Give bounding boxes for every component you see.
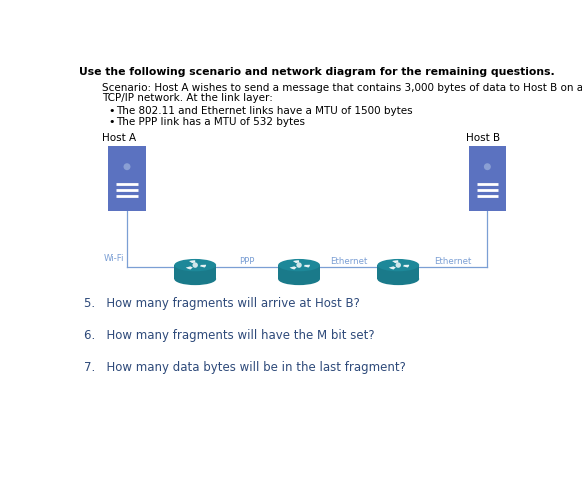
Ellipse shape [377,259,419,271]
Text: The 802.11 and Ethernet links have a MTU of 1500 bytes: The 802.11 and Ethernet links have a MTU… [116,106,413,116]
Ellipse shape [174,273,216,285]
FancyBboxPatch shape [469,146,506,211]
Text: PPP: PPP [239,257,255,266]
Text: Ethernet: Ethernet [330,257,367,266]
Polygon shape [389,266,396,269]
Text: •: • [108,117,115,127]
Polygon shape [304,265,310,267]
Circle shape [193,262,198,268]
Circle shape [396,262,401,268]
FancyBboxPatch shape [377,265,419,279]
Polygon shape [290,266,297,269]
Circle shape [296,262,301,268]
Circle shape [484,163,491,170]
Text: Host B: Host B [466,133,501,143]
Polygon shape [189,260,195,263]
FancyBboxPatch shape [108,146,146,211]
Text: The PPP link has a MTU of 532 bytes: The PPP link has a MTU of 532 bytes [116,117,305,127]
FancyBboxPatch shape [174,265,216,279]
Polygon shape [392,260,398,263]
Polygon shape [403,265,409,267]
Text: 6.   How many fragments will have the M bit set?: 6. How many fragments will have the M bi… [84,329,374,342]
Text: Use the following scenario and network diagram for the remaining questions.: Use the following scenario and network d… [79,67,555,77]
Text: Host A: Host A [102,133,136,143]
Text: TCP/IP network. At the link layer:: TCP/IP network. At the link layer: [102,93,273,103]
Polygon shape [293,260,299,263]
Text: Ethernet: Ethernet [435,257,472,266]
Ellipse shape [278,273,320,285]
FancyBboxPatch shape [278,265,320,279]
Ellipse shape [278,259,320,271]
Text: 5.   How many fragments will arrive at Host B?: 5. How many fragments will arrive at Hos… [84,297,360,310]
Text: •: • [108,106,115,116]
Polygon shape [186,266,193,269]
Circle shape [123,163,130,170]
Text: 7.   How many data bytes will be in the last fragment?: 7. How many data bytes will be in the la… [84,362,406,374]
Text: Scenario: Host A wishes to send a message that contains 3,000 bytes of data to H: Scenario: Host A wishes to send a messag… [102,83,582,93]
Ellipse shape [174,259,216,271]
Text: Wi-Fi: Wi-Fi [104,254,124,263]
Polygon shape [200,265,206,267]
Ellipse shape [377,273,419,285]
